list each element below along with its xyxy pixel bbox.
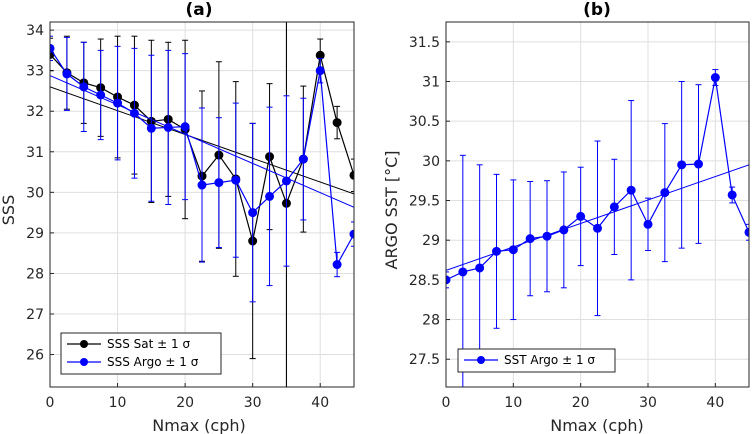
panel-a-series-1-point-3 (96, 90, 106, 100)
panel-a-ytick-label-7: 33 (26, 64, 44, 80)
panel-b-series-0-point-8 (576, 211, 586, 221)
panel-a-xlabel: Nmax (cph) (152, 416, 246, 434)
panel-b-xlabel: Nmax (cph) (550, 416, 644, 434)
panel-b-series-0-point-0 (446, 275, 451, 285)
panel-b-series-0-point-13 (660, 188, 670, 198)
panel-a-legend-label-0: SSS Sat ± 1 σ (107, 337, 190, 351)
panel-b-axes-frame (445, 21, 750, 388)
panel-b-series-0-point-9 (593, 223, 602, 233)
panel-a-title: (a) (185, 0, 212, 20)
panel-a-legend-marker-1 (80, 358, 88, 366)
panel-a-series-1-point-17 (332, 260, 342, 270)
panel-b-series-0-point-7 (559, 225, 569, 235)
panel-b-ytick-label-3: 29 (422, 233, 440, 249)
panel-b-xtick-label-2: 20 (572, 395, 590, 411)
panel-b-ytick-label-1: 28 (422, 313, 440, 329)
panel-a-xtick-label-3: 30 (244, 395, 262, 411)
panel-a-ytick-label-4: 30 (26, 185, 44, 201)
panel-a-ytick-label-1: 27 (26, 307, 44, 323)
panel-b-series-0-point-6 (542, 231, 552, 241)
panel-a-xtick-label-1: 10 (109, 395, 127, 411)
panel-b-series-0-point-1 (458, 267, 468, 277)
panel-b-series-0-point-5 (525, 234, 535, 244)
panel-a-ytick-label-6: 32 (26, 104, 44, 120)
panel-a-series-1-point-16 (315, 66, 325, 76)
panel-a-sss: (a) Nmax (cph) SSS 0 10 20 30 40 26 27 28 29 30 31… (0, 0, 355, 434)
panel-a-ytick-label-8: 34 (26, 23, 44, 39)
panel-a-series-1-point-0 (50, 43, 55, 53)
panel-b-series-0-point-17 (727, 190, 737, 200)
panel-b-series-0-point-12 (643, 219, 653, 229)
panel-b-series-0-point-4 (508, 245, 518, 255)
panel-a-ytick-label-3: 29 (26, 226, 44, 242)
panel-b-series-0-point-11 (626, 185, 636, 195)
panel-a-series-1-point-18 (349, 229, 354, 239)
panel-b-ytick-label-5: 30 (422, 154, 440, 170)
panel-b-title: (b) (583, 0, 611, 20)
panel-b-ytick-label-4: 29.5 (409, 194, 440, 210)
panel-b-plot (446, 69, 749, 387)
panel-b-series-0-point-3 (492, 246, 501, 256)
panel-a-series-1-point-2 (79, 82, 89, 92)
panel-a-ytick-label-0: 26 (26, 348, 44, 364)
panel-b-ytick-label-8: 31.5 (409, 35, 440, 51)
panel-a-series-1-point-5 (129, 108, 139, 118)
panel-b-ytick-label-2: 28.5 (409, 273, 440, 289)
panel-b-ytick-label-0: 27.5 (409, 352, 440, 368)
panel-b-series-0-point-2 (475, 263, 485, 273)
panel-b-legend-box (457, 348, 616, 373)
panel-a-ytick-label-5: 31 (26, 145, 44, 161)
panel-a-plot (50, 22, 354, 387)
panel-a-legend-label-1: SSS Argo ± 1 σ (107, 355, 199, 369)
panel-a-series-1-point-11 (231, 175, 241, 185)
panel-a-series-1-point-10 (214, 178, 224, 188)
panel-b-ytick-label-6: 30.5 (409, 114, 440, 130)
panel-b-ylabel: ARGO SST [°C] (382, 151, 401, 270)
panel-b-series-0-point-15 (694, 159, 703, 169)
panel-a-series-1-point-8 (180, 122, 190, 132)
panel-a-series-1-point-4 (113, 98, 123, 108)
panel-b-xtick-label-4: 40 (706, 395, 724, 411)
panel-b-legend-label-0: SST Argo ± 1 σ (504, 353, 595, 367)
panel-a-xtick-label-0: 0 (46, 395, 55, 411)
panel-b-ytick-label-7: 31 (422, 75, 440, 91)
panel-b-xtick-label-1: 10 (504, 395, 522, 411)
panel-a-series-1-point-6 (146, 123, 156, 133)
panel-a-axes-frame (49, 21, 355, 388)
panel-a-xtick-label-4: 40 (311, 395, 329, 411)
panel-a-series-1-point-7 (163, 122, 173, 132)
panel-b-series-0-point-14 (677, 160, 687, 170)
panel-a-series-0-point-17 (332, 118, 342, 128)
panel-a-legend-box (60, 332, 222, 375)
panel-b-xtick-label-3: 30 (639, 395, 657, 411)
panel-b-xtick-label-0: 0 (442, 395, 451, 411)
panel-a-series-0-point-18 (349, 170, 354, 180)
panel-a-legend-marker-0 (80, 340, 88, 348)
panel-b-legend-marker-0 (477, 356, 485, 364)
panel-a-series-1-point-13 (265, 191, 275, 201)
panel-b-series-0-point-16 (710, 73, 720, 83)
panel-a-series-1-point-9 (197, 180, 207, 190)
panel-a-ytick-label-2: 28 (26, 266, 44, 282)
panel-a-series-1-point-15 (298, 154, 308, 164)
panel-a-series-1-point-12 (248, 208, 258, 218)
panel-a-xtick-label-2: 20 (176, 395, 194, 411)
panel-a-ylabel: SSS (0, 195, 18, 225)
panel-b-series-0-point-10 (609, 202, 619, 212)
panel-b-sst: (b) Nmax (cph) ARGO SST [°C] 0 10 20 30 40 27… (382, 0, 750, 434)
panel-b-series-0-point-18 (744, 227, 749, 237)
panel-a-series-1-point-14 (281, 176, 291, 186)
panel-a-series-1-point-1 (62, 69, 72, 79)
